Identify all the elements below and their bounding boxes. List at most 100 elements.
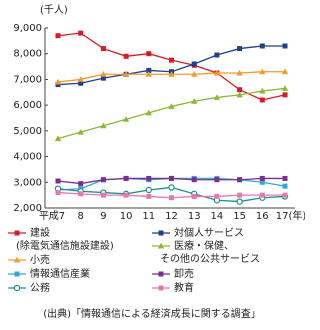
- marker: [191, 177, 197, 183]
- marker: [100, 177, 106, 183]
- source: (出典)「情報通信による経済成長に関する調査」: [43, 307, 261, 320]
- marker: [169, 195, 174, 201]
- marker: [146, 175, 152, 181]
- marker: [213, 69, 221, 76]
- y-tick-label: 9,000: [13, 23, 42, 34]
- y-tick-label: 2,000: [13, 203, 42, 214]
- marker: [282, 183, 288, 189]
- marker: [145, 186, 152, 194]
- x-tick-label: 17(年): [276, 209, 305, 222]
- marker: [123, 53, 129, 59]
- marker: [214, 177, 220, 183]
- marker: [13, 256, 21, 263]
- marker: [259, 87, 266, 94]
- marker: [55, 82, 61, 88]
- marker: [282, 43, 288, 49]
- marker: [78, 191, 84, 197]
- x-tick-label: 平成7: [39, 210, 65, 222]
- y-tick-label: 7,000: [13, 74, 42, 85]
- marker: [237, 192, 243, 198]
- series-line: [57, 87, 286, 140]
- x-tick-label: 14: [211, 211, 224, 222]
- marker: [14, 271, 20, 277]
- marker: [157, 242, 165, 249]
- marker: [237, 177, 243, 183]
- marker: [100, 71, 107, 77]
- marker: [191, 61, 197, 67]
- marker: [169, 57, 174, 63]
- marker: [123, 192, 129, 198]
- unit-label: (千人): [40, 4, 68, 16]
- y-tick-label: 6,000: [13, 100, 42, 111]
- marker: [214, 193, 220, 199]
- marker: [237, 87, 243, 93]
- marker: [236, 91, 243, 98]
- marker: [55, 33, 61, 39]
- marker: [259, 179, 265, 185]
- marker: [259, 175, 265, 181]
- marker: [236, 198, 243, 205]
- marker: [259, 43, 265, 49]
- marker: [146, 193, 152, 199]
- marker: [282, 192, 288, 198]
- x-tick-label: 8: [78, 211, 84, 222]
- x-tick-label: 11: [142, 211, 155, 222]
- marker: [169, 175, 174, 181]
- y-tick-label: 8,000: [13, 49, 42, 60]
- marker: [158, 271, 164, 277]
- marker: [77, 128, 84, 135]
- legend-label: 公務: [30, 281, 50, 294]
- marker: [191, 98, 198, 104]
- marker: [146, 51, 152, 57]
- marker: [78, 80, 84, 86]
- series-line: [57, 32, 286, 101]
- x-tick-label: 15: [233, 211, 246, 222]
- y-tick-label: 3,000: [13, 177, 42, 188]
- marker: [282, 92, 288, 98]
- x-tick-label: 12: [165, 211, 178, 222]
- legend-label: 小売: [30, 253, 50, 266]
- marker: [100, 192, 106, 198]
- marker: [54, 135, 62, 142]
- marker: [259, 97, 265, 103]
- marker: [281, 68, 289, 75]
- marker: [122, 116, 130, 122]
- marker: [191, 193, 197, 199]
- x-tick-label: 13: [188, 211, 201, 222]
- legend-label: 情報通信産業: [30, 267, 90, 280]
- series-line: [57, 45, 285, 86]
- marker: [14, 230, 20, 236]
- x-tick-label: 16: [256, 211, 269, 222]
- marker: [100, 122, 107, 129]
- y-tick-label: 4,000: [13, 152, 42, 163]
- marker: [281, 85, 289, 91]
- legend-label: 対個人サービス: [174, 226, 244, 239]
- legend-label: 建設(除電気通信施設建設): [16, 226, 114, 252]
- marker: [78, 30, 84, 36]
- marker: [259, 68, 266, 75]
- marker: [168, 71, 175, 77]
- marker: [55, 190, 61, 196]
- marker: [191, 71, 198, 77]
- marker: [122, 71, 130, 77]
- marker: [168, 184, 175, 191]
- marker: [236, 69, 243, 76]
- legend-label: 卸売: [174, 267, 194, 280]
- marker: [158, 230, 164, 236]
- marker: [78, 181, 84, 187]
- marker: [100, 46, 106, 52]
- marker: [55, 178, 61, 184]
- marker: [77, 76, 84, 82]
- marker: [145, 71, 152, 77]
- y-tick-label: 5,000: [13, 126, 42, 137]
- marker: [145, 109, 152, 116]
- marker: [146, 67, 152, 73]
- marker: [100, 75, 106, 81]
- marker: [123, 175, 129, 181]
- marker: [259, 192, 265, 198]
- chart: (千人) (出典)「情報通信による経済成長に関する調査」 2,000 3,000 4…: [8, 4, 305, 320]
- x-tick-label: 10: [120, 211, 133, 222]
- marker: [158, 285, 164, 291]
- marker: [282, 175, 288, 181]
- marker: [54, 78, 62, 85]
